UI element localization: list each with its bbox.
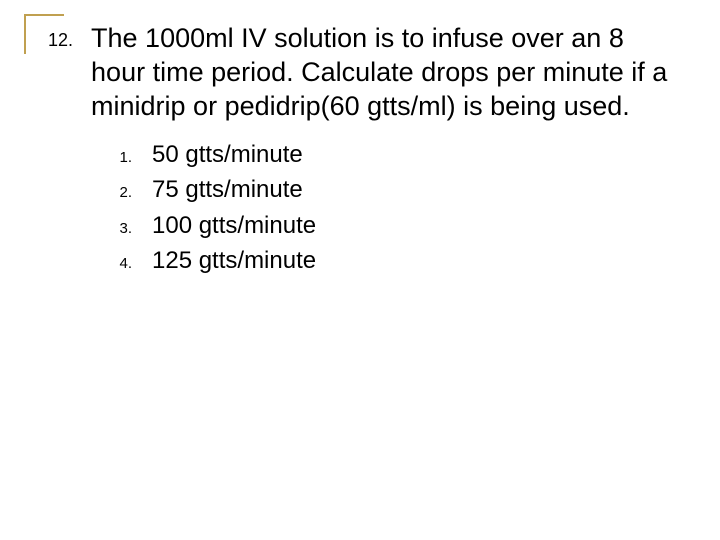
- question-row: 12. The 1000ml IV solution is to infuse …: [48, 22, 680, 123]
- option-text: 75 gtts/minute: [152, 174, 303, 205]
- question-number: 12.: [48, 22, 73, 52]
- option-number: 4.: [112, 255, 132, 272]
- option-number: 1.: [112, 149, 132, 166]
- option-text: 50 gtts/minute: [152, 139, 303, 170]
- list-item: 1. 50 gtts/minute: [112, 139, 680, 170]
- options-list: 1. 50 gtts/minute 2. 75 gtts/minute 3. 1…: [112, 139, 680, 276]
- question-text: The 1000ml IV solution is to infuse over…: [91, 22, 680, 123]
- option-text: 100 gtts/minute: [152, 210, 316, 241]
- list-item: 4. 125 gtts/minute: [112, 245, 680, 276]
- slide-content: 12. The 1000ml IV solution is to infuse …: [48, 22, 680, 280]
- option-text: 125 gtts/minute: [152, 245, 316, 276]
- list-item: 2. 75 gtts/minute: [112, 174, 680, 205]
- list-item: 3. 100 gtts/minute: [112, 210, 680, 241]
- option-number: 2.: [112, 184, 132, 201]
- option-number: 3.: [112, 220, 132, 237]
